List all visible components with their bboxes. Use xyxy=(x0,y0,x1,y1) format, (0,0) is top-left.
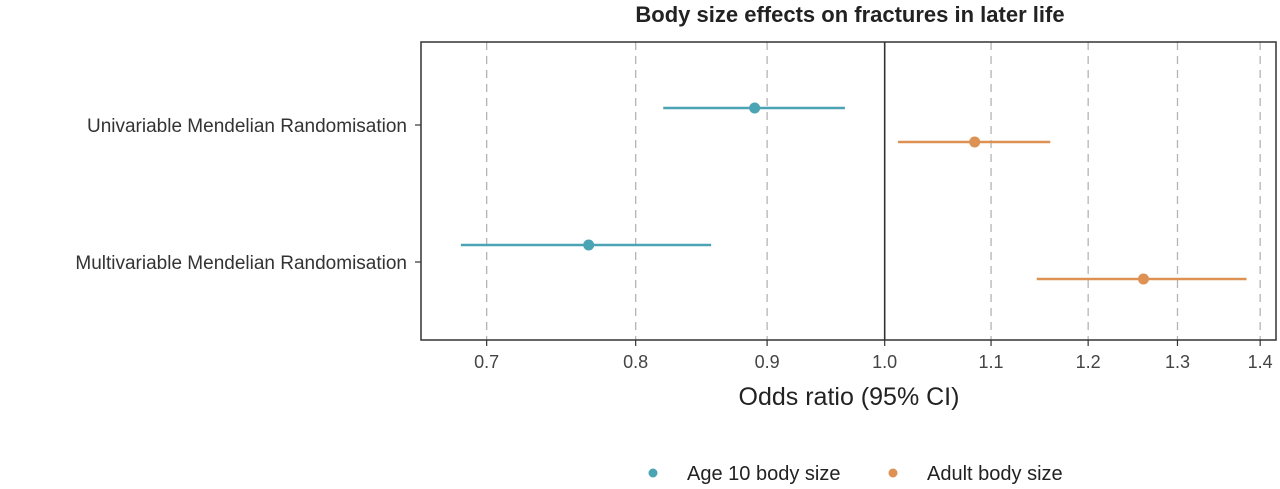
point-estimate xyxy=(583,239,595,251)
chart-title: Body size effects on fractures in later … xyxy=(635,2,1064,27)
x-tick-label: 0.9 xyxy=(755,352,780,372)
x-tick-label: 0.8 xyxy=(623,352,648,372)
x-tick-label: 1.2 xyxy=(1076,352,1101,372)
y-tick-label: Multivariable Mendelian Randomisation xyxy=(75,253,407,274)
point-estimate xyxy=(969,136,981,148)
x-axis: 0.7 0.8 0.9 1.0 1.1 1.2 1.3 1.4 xyxy=(474,340,1273,372)
legend-label: Adult body size xyxy=(927,463,1063,485)
legend-swatch xyxy=(648,468,658,478)
y-axis: Univariable Mendelian Randomisation Multi… xyxy=(75,116,421,274)
x-tick-label: 1.4 xyxy=(1248,352,1273,372)
x-tick-label: 0.7 xyxy=(474,352,499,372)
gridlines xyxy=(486,42,1261,340)
point-estimate xyxy=(749,102,761,114)
plot-panel xyxy=(420,41,1277,341)
legend-label: Age 10 body size xyxy=(687,463,840,485)
point-estimate xyxy=(1137,273,1149,285)
x-axis-label: Odds ratio (95% CI) xyxy=(739,383,960,411)
legend-swatch xyxy=(888,468,898,478)
x-tick-label: 1.1 xyxy=(979,352,1004,372)
y-tick-label: Univariable Mendelian Randomisation xyxy=(87,116,407,137)
estimates xyxy=(460,102,1247,285)
legend: Age 10 body size Adult body size xyxy=(648,463,1063,485)
x-tick-label: 1.0 xyxy=(872,352,897,372)
x-tick-label: 1.3 xyxy=(1165,352,1190,372)
